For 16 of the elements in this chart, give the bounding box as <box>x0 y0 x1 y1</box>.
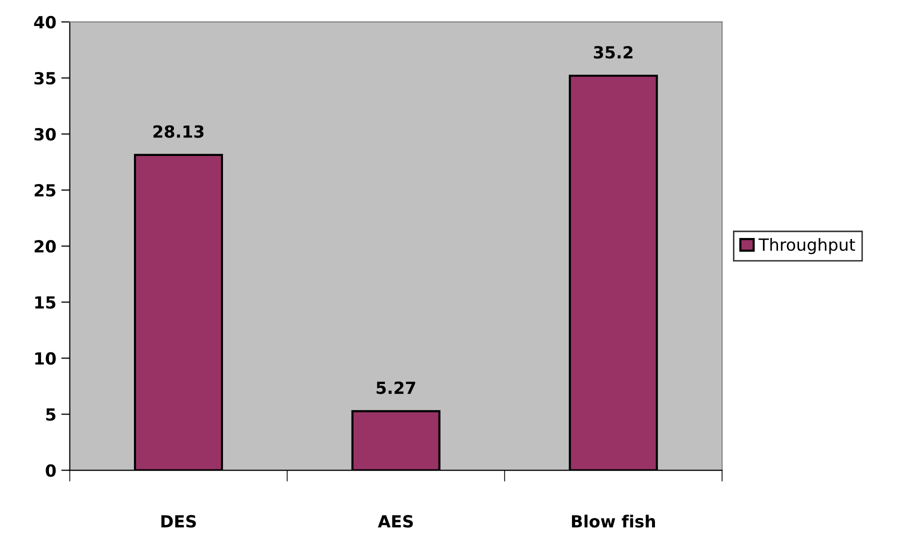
y-tick-label: 20 <box>34 240 56 253</box>
x-tick-label: DES <box>161 515 196 528</box>
y-tick-label: 25 <box>34 184 56 197</box>
y-tick-label: 10 <box>35 352 56 365</box>
y-tick-label: 30 <box>34 128 56 141</box>
y-tick-label: 5 <box>46 408 56 421</box>
y-tick-label: 40 <box>34 16 56 29</box>
y-tick-label: 0 <box>46 464 56 477</box>
data-label: 35.2 <box>594 46 632 59</box>
x-tick-label: AES <box>378 515 413 528</box>
x-tick-label: Blow fish <box>572 514 655 528</box>
y-tick-label: 15 <box>35 296 56 309</box>
data-label: 28.13 <box>153 125 204 138</box>
data-label: 5.27 <box>376 381 416 394</box>
legend-label: Throughput <box>758 238 856 254</box>
y-tick-label: 35 <box>34 72 56 85</box>
